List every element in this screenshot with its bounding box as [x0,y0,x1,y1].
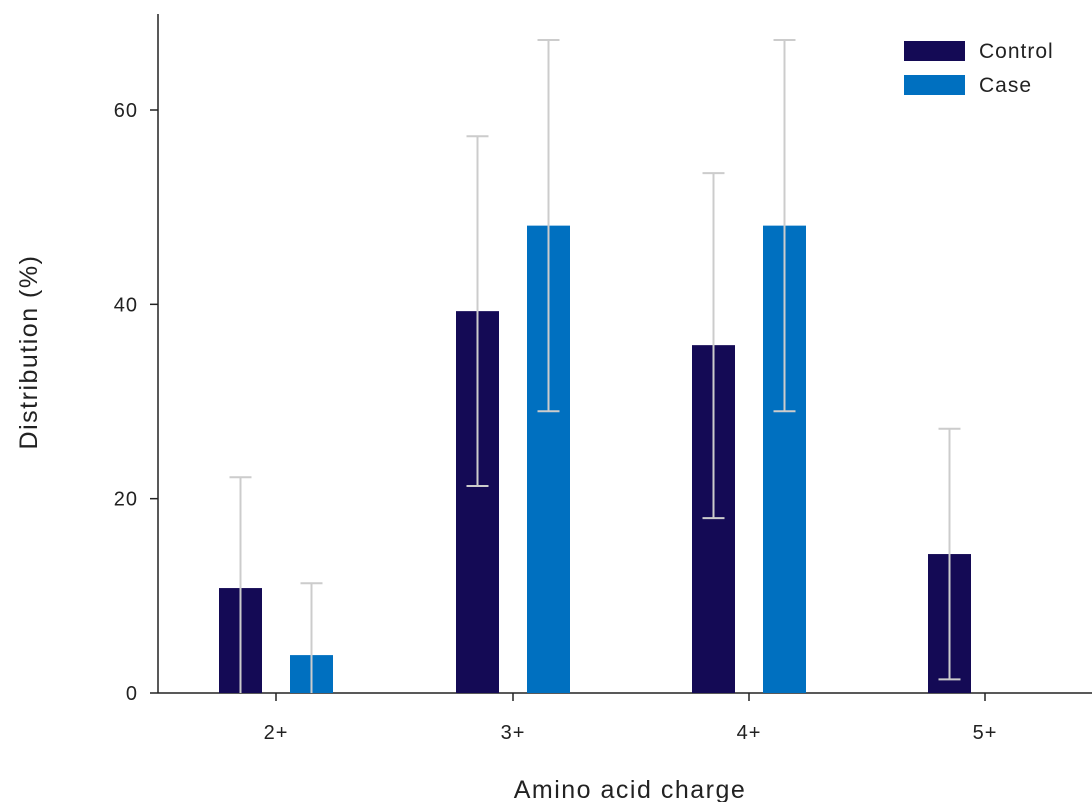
error-bar [300,582,323,693]
y-tick-label: 40 [114,294,138,316]
error-bar [229,476,252,693]
x-axis-title: Amino acid charge [514,776,747,802]
legend-swatch-control [904,41,965,61]
x-tick-label: 5+ [973,722,998,744]
legend-label-case: Case [979,74,1032,97]
y-axis-title: Distribution (%) [15,255,43,450]
error-bar [938,427,961,681]
error-bar [466,135,489,488]
error-bar [773,39,796,413]
error-bar [537,39,560,413]
y-tick-label: 20 [114,489,138,511]
legend-swatch-case [904,75,965,95]
x-tick-label: 4+ [737,722,762,744]
y-tick-label: 0 [126,683,138,705]
bars [219,225,971,693]
error-bar [702,172,725,520]
legend: Control Case [904,40,1054,97]
error-bars [229,39,961,693]
y-tick-label: 60 [114,100,138,122]
legend-label-control: Control [979,40,1054,63]
ticks: 0 20 40 60 2+ 3+ 4+ 5+ [114,100,998,744]
x-tick-label: 3+ [501,722,526,744]
x-tick-label: 2+ [264,722,289,744]
